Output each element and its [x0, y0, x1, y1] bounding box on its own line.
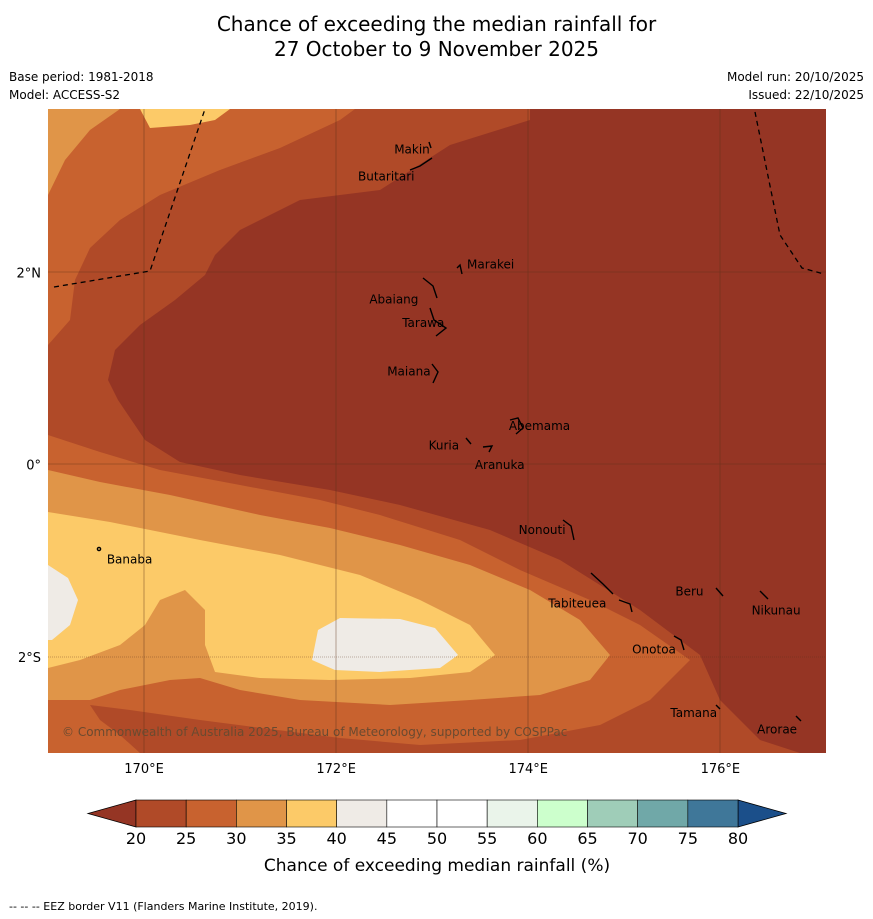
atoll-marakei [456, 263, 463, 275]
colorbar-label-40: 40 [326, 829, 346, 848]
place-label-beru: Beru [675, 584, 703, 598]
model-run: Model run: 20/10/2025 [726, 70, 864, 84]
atoll-tarawa [429, 307, 448, 337]
atoll-nonouti [562, 519, 575, 541]
place-label-aranuka: Aranuka [475, 458, 525, 472]
eez-border-west [53, 108, 206, 288]
colorbar-swatch-25-30 [185, 799, 237, 828]
band-35-40 [48, 109, 495, 680]
eez-border-east [754, 111, 825, 275]
colorbar-swatch-20-25 [135, 799, 187, 828]
latitude-tick-labels: 2°N 0° 2°S [17, 266, 42, 665]
colorbar-swatch-55-60 [486, 799, 538, 828]
issued-date: Issued: 22/10/2025 [748, 88, 864, 102]
colorbar-swatch-30-35 [236, 799, 287, 828]
atoll-onotoa [673, 635, 685, 651]
colorbar-label-50: 50 [427, 829, 447, 848]
rainfall-probability-field [48, 109, 826, 753]
colorbar-swatch-45-50 [386, 799, 438, 828]
place-label-makin: Makin [394, 143, 430, 157]
place-label-tabiteuea: Tabiteuea [547, 596, 606, 610]
title-line-2: 27 October to 9 November 2025 [273, 37, 600, 61]
colorbar-label-80: 80 [728, 829, 748, 848]
model-name: Model: ACCESS-S2 [9, 88, 121, 102]
band-40-45-west [48, 565, 78, 640]
colorbar-swatch-60-65 [537, 799, 588, 828]
place-label-tamana: Tamana [669, 706, 717, 720]
place-label-onotoa: Onotoa [632, 643, 676, 657]
place-label-butaritari: Butaritari [358, 170, 415, 184]
colorbar-swatch-65-70 [587, 799, 638, 828]
colorbar-swatch-70-75 [637, 799, 689, 828]
copyright-notice: © Commonwealth of Australia 2025, Bureau… [62, 725, 567, 739]
place-label-abemama: Abemama [509, 419, 570, 433]
atoll-butaritari [409, 157, 433, 171]
colorbar-label-60: 60 [527, 829, 547, 848]
place-label-banaba: Banaba [107, 552, 153, 566]
atoll-arorae [795, 715, 802, 722]
place-label-nonouti: Nonouti [519, 523, 566, 537]
colorbar-label-55: 55 [477, 829, 497, 848]
lon-tick-label-174-e: 174°E [508, 762, 548, 777]
lat-tick-label-2-n: 2°N [17, 266, 42, 281]
colorbar-label-30: 30 [226, 829, 246, 848]
band-40-45-central [312, 618, 458, 672]
map-title: Chance of exceeding the median rainfall … [0, 12, 873, 62]
colorbar-label-75: 75 [678, 829, 698, 848]
colorbar: 20 25 30 35 40 45 50 55 60 65 70 75 80 [86, 799, 788, 848]
atoll-aranuka [482, 445, 494, 453]
place-label-marakei: Marakei [467, 257, 514, 271]
place-label-arorae: Arorae [757, 722, 797, 736]
atoll-nikunau [759, 590, 769, 600]
atoll-tabiteuea [590, 572, 633, 613]
colorbar-under-arrow [86, 799, 137, 828]
lon-tick-label-176-e: 176°E [701, 762, 741, 777]
graticule [48, 109, 826, 753]
colorbar-over-arrow [737, 799, 788, 828]
place-label-kuria: Kuria [429, 438, 460, 452]
place-label-maiana: Maiana [387, 364, 430, 378]
place-label-tarawa: Tarawa [401, 316, 444, 330]
lon-tick-label-170-e: 170°E [124, 762, 164, 777]
atoll-outlines [96, 141, 802, 722]
colorbar-swatch-50-55 [436, 799, 488, 828]
meta-right: Model run: 20/10/2025 Issued: 22/10/2025 [727, 68, 864, 104]
atoll-beru [715, 587, 724, 597]
colorbar-label-25: 25 [176, 829, 196, 848]
colorbar-label-65: 65 [577, 829, 597, 848]
atoll-abaiang [422, 277, 438, 299]
longitude-tick-labels: 170°E 172°E 174°E 176°E [124, 762, 740, 777]
base-period: Base period: 1981-2018 [9, 70, 154, 84]
colorbar-label-45: 45 [377, 829, 397, 848]
place-label-nikunau: Nikunau [752, 603, 801, 617]
colorbar-label-20: 20 [126, 829, 146, 848]
meta-left: Base period: 1981-2018 Model: ACCESS-S2 [9, 68, 154, 104]
colorbar-swatch-40-45 [336, 799, 388, 828]
eez-border [53, 108, 825, 288]
colorbar-title: Chance of exceeding median rainfall (%) [264, 856, 610, 876]
place-labels: Makin Butaritari Marakei Abaiang Tarawa Maian… [107, 143, 801, 737]
atoll-banaba [96, 546, 102, 552]
atoll-kuria [465, 437, 472, 445]
atoll-maiana [431, 363, 439, 384]
atoll-makin [428, 141, 432, 149]
place-label-abaiang: Abaiang [369, 293, 418, 307]
eez-footnote: -- -- -- EEZ border V11 (Flanders Marine… [9, 900, 318, 913]
lat-tick-label-0-: 0° [26, 459, 41, 474]
lat-tick-label-2-s: 2°S [18, 651, 41, 666]
atoll-abemama [509, 417, 524, 435]
colorbar-label-70: 70 [627, 829, 647, 848]
colorbar-label-35: 35 [276, 829, 296, 848]
title-line-1: Chance of exceeding the median rainfall … [216, 12, 657, 36]
lon-tick-label-172-e: 172°E [316, 762, 356, 777]
colorbar-swatch-35-40 [286, 799, 337, 828]
atoll-tamana [715, 704, 721, 710]
colorbar-swatch-75-80 [687, 799, 739, 828]
